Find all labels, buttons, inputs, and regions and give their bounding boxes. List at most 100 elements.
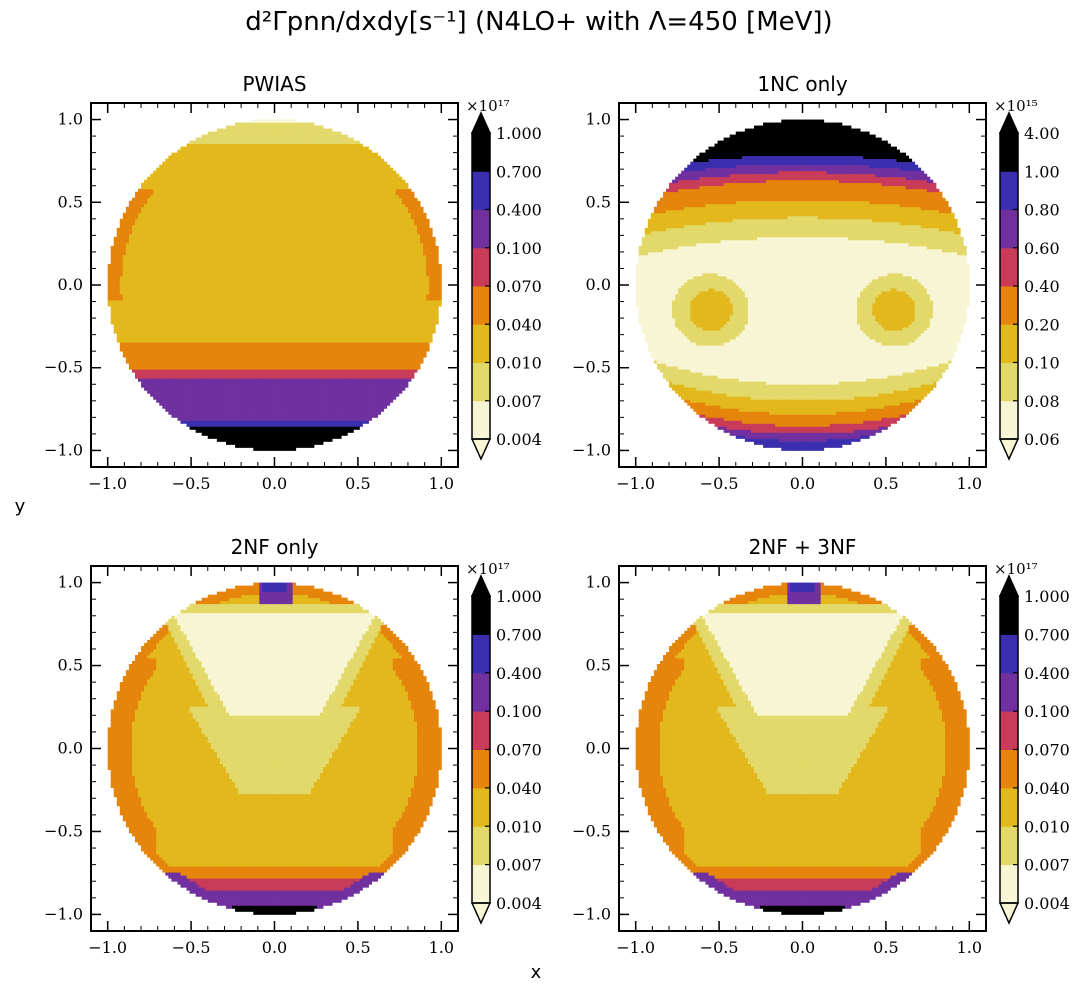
heatmap-cell [114, 288, 117, 291]
heatmap-cell [177, 249, 180, 252]
heatmap-cell [150, 354, 153, 357]
heatmap-cell [174, 318, 177, 321]
heatmap-cell [150, 210, 153, 213]
heatmap-cell [214, 213, 217, 216]
heatmap-cell [123, 291, 126, 294]
heatmap-cell [165, 300, 168, 303]
heatmap-cell [232, 159, 235, 162]
heatmap-cell [226, 228, 229, 231]
heatmap-cell [171, 393, 174, 396]
heatmap-cell [238, 225, 241, 228]
heatmap-cell [202, 279, 205, 282]
heatmap-cell [241, 129, 244, 132]
heatmap-cell [223, 348, 226, 351]
heatmap-cell [187, 183, 190, 186]
heatmap-cell [202, 291, 205, 294]
heatmap-cell [156, 189, 159, 192]
heatmap-cell [223, 315, 226, 318]
heatmap-cell [159, 381, 162, 384]
heatmap-cell [196, 378, 199, 381]
heatmap-cell [147, 381, 150, 384]
heatmap-cell [135, 285, 138, 288]
heatmap-cell [159, 345, 162, 348]
heatmap-cell [247, 285, 250, 288]
heatmap-cell [202, 150, 205, 153]
heatmap-cell [123, 246, 126, 249]
heatmap-cell [235, 408, 238, 411]
heatmap-cell [241, 330, 244, 333]
heatmap-cell [150, 300, 153, 303]
heatmap-cell [144, 270, 147, 273]
heatmap-cell [177, 252, 180, 255]
heatmap-cell [241, 198, 244, 201]
heatmap-cell [256, 228, 259, 231]
heatmap-cell [129, 321, 132, 324]
heatmap-cell [253, 402, 256, 405]
heatmap-cell [156, 210, 159, 213]
heatmap-cell [168, 378, 171, 381]
heatmap-cell [135, 312, 138, 315]
heatmap-cell [253, 162, 256, 165]
heatmap-cell [232, 144, 235, 147]
heatmap-cell [114, 258, 117, 261]
heatmap-cell [226, 384, 229, 387]
heatmap-cell [180, 420, 183, 423]
heatmap-cell [211, 207, 214, 210]
heatmap-cell [184, 273, 187, 276]
heatmap-cell [150, 183, 153, 186]
heatmap-cell [250, 252, 253, 255]
heatmap-cell [196, 300, 199, 303]
heatmap-cell [126, 258, 129, 261]
heatmap-cell [220, 369, 223, 372]
heatmap-cell [232, 375, 235, 378]
heatmap-cell [250, 159, 253, 162]
heatmap-cell [247, 429, 250, 432]
heatmap-cell [174, 153, 177, 156]
heatmap-cell [132, 240, 135, 243]
heatmap-cell [199, 192, 202, 195]
heatmap-cell [190, 150, 193, 153]
heatmap-cell [217, 396, 220, 399]
heatmap-cell [177, 237, 180, 240]
heatmap-cell [184, 408, 187, 411]
heatmap-cell [226, 291, 229, 294]
heatmap-cell [235, 147, 238, 150]
heatmap-cell [153, 363, 156, 366]
heatmap-cell [205, 279, 208, 282]
heatmap-cell [165, 294, 168, 297]
heatmap-cell [235, 165, 238, 168]
heatmap-cell [205, 222, 208, 225]
heatmap-cell [232, 303, 235, 306]
heatmap-cell [220, 141, 223, 144]
heatmap-cell [193, 147, 196, 150]
heatmap-cell [223, 423, 226, 426]
heatmap-cell [199, 174, 202, 177]
heatmap-cell [144, 195, 147, 198]
heatmap-cell [253, 144, 256, 147]
heatmap-cell [126, 222, 129, 225]
heatmap-cell [250, 291, 253, 294]
heatmap-cell [168, 189, 171, 192]
heatmap-cell [202, 273, 205, 276]
heatmap-cell [156, 294, 159, 297]
heatmap-cell [187, 306, 190, 309]
heatmap-cell [120, 219, 123, 222]
heatmap-cell [220, 333, 223, 336]
heatmap-cell [138, 294, 141, 297]
heatmap-cell [220, 168, 223, 171]
heatmap-cell [220, 324, 223, 327]
heatmap-cell [180, 255, 183, 258]
heatmap-cell [132, 294, 135, 297]
heatmap-cell [253, 375, 256, 378]
heatmap-cell [132, 348, 135, 351]
heatmap-cell [123, 270, 126, 273]
heatmap-cell [135, 333, 138, 336]
heatmap-cell [177, 246, 180, 249]
heatmap-cell [135, 225, 138, 228]
heatmap-cell [241, 159, 244, 162]
heatmap-cell [132, 321, 135, 324]
heatmap-cell [208, 381, 211, 384]
heatmap-cell [132, 297, 135, 300]
heatmap-cell [199, 408, 202, 411]
heatmap-cell [117, 246, 120, 249]
